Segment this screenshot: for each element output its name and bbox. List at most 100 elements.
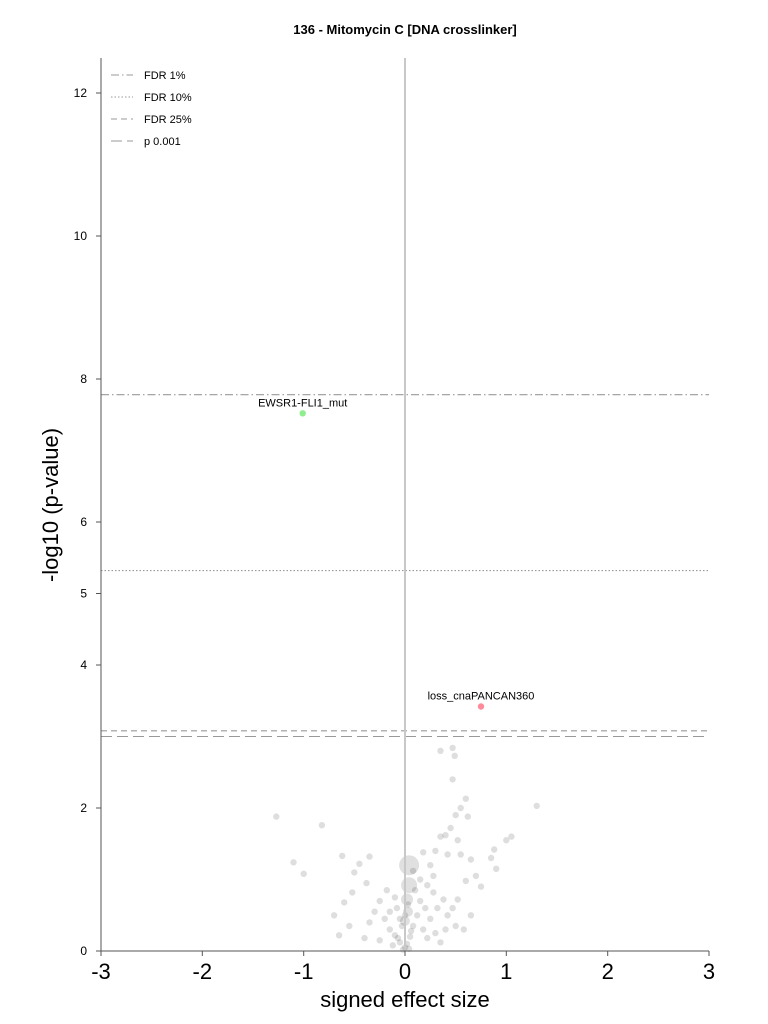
data-point bbox=[341, 899, 348, 906]
data-point bbox=[366, 919, 373, 926]
data-point bbox=[449, 744, 456, 752]
data-point bbox=[462, 877, 469, 885]
y-axis-label: -log10 (p-value) bbox=[38, 428, 63, 582]
point-annotation: loss_cnaPANCAN360 bbox=[428, 691, 535, 703]
legend-label: FDR 1% bbox=[144, 70, 186, 82]
x-tick-label: -3 bbox=[91, 959, 111, 984]
data-point-large bbox=[401, 877, 418, 894]
data-point bbox=[394, 934, 402, 942]
x-tick-label: 1 bbox=[500, 959, 512, 984]
x-axis-ticks: -3 -2 -1 0 1 2 3 bbox=[91, 951, 715, 984]
data-point bbox=[335, 932, 343, 939]
data-point bbox=[424, 882, 431, 889]
data-point bbox=[437, 833, 444, 840]
data-point bbox=[409, 867, 417, 875]
data-points bbox=[273, 744, 540, 953]
data-point bbox=[432, 847, 439, 855]
data-point bbox=[376, 897, 383, 905]
data-point bbox=[290, 859, 297, 866]
data-point bbox=[339, 852, 346, 860]
data-point bbox=[447, 824, 454, 832]
x-tick-label: 2 bbox=[602, 959, 614, 984]
highlighted-point bbox=[299, 410, 306, 417]
data-point bbox=[389, 942, 396, 949]
y-tick-label: 2 bbox=[80, 801, 87, 815]
data-point bbox=[363, 879, 370, 887]
data-point bbox=[386, 926, 393, 933]
x-tick-label: 0 bbox=[399, 959, 411, 984]
chart-title: 136 - Mitomycin C [DNA crosslinker] bbox=[293, 22, 516, 37]
data-point bbox=[442, 926, 449, 933]
data-point bbox=[386, 908, 393, 915]
y-tick-label: 12 bbox=[74, 86, 88, 100]
y-tick-label: 6 bbox=[80, 515, 87, 529]
data-point bbox=[437, 939, 444, 946]
data-point bbox=[396, 915, 404, 922]
y-axis-ticks: 0 2 4 5 6 8 10 12 bbox=[74, 86, 101, 958]
data-point bbox=[430, 889, 437, 896]
data-point bbox=[503, 837, 510, 844]
data-point bbox=[434, 904, 441, 912]
data-point bbox=[414, 912, 421, 919]
data-point bbox=[396, 939, 404, 946]
data-point bbox=[346, 922, 353, 930]
data-point bbox=[464, 813, 471, 820]
highlighted-points: EWSR1-FLI1_mut loss_cnaPANCAN360 bbox=[258, 397, 535, 710]
data-point bbox=[452, 811, 459, 819]
legend-label: FDR 25% bbox=[144, 114, 192, 126]
data-point bbox=[356, 860, 363, 867]
data-point bbox=[398, 922, 406, 930]
data-point bbox=[300, 870, 307, 877]
point-annotation: EWSR1-FLI1_mut bbox=[258, 397, 347, 409]
data-point bbox=[449, 776, 456, 783]
data-point bbox=[432, 929, 439, 937]
data-point bbox=[366, 853, 373, 860]
data-point bbox=[444, 851, 451, 858]
data-point bbox=[449, 904, 456, 912]
data-point bbox=[391, 894, 399, 901]
data-point bbox=[371, 908, 378, 915]
data-point bbox=[491, 846, 498, 853]
x-tick-label: 3 bbox=[703, 959, 715, 984]
data-point bbox=[508, 833, 515, 840]
data-point bbox=[440, 896, 447, 903]
data-point bbox=[457, 851, 464, 858]
legend: FDR 1% FDR 10% FDR 25% p 0.001 bbox=[111, 70, 192, 148]
data-point bbox=[467, 856, 475, 863]
data-point bbox=[376, 937, 383, 944]
data-point bbox=[457, 804, 464, 812]
data-point bbox=[444, 912, 451, 919]
data-point bbox=[437, 747, 444, 754]
data-point bbox=[493, 865, 500, 872]
data-point bbox=[391, 932, 399, 939]
data-point bbox=[349, 889, 356, 896]
data-point bbox=[487, 854, 495, 862]
data-point bbox=[460, 926, 467, 933]
data-point bbox=[417, 876, 424, 883]
data-point bbox=[409, 922, 417, 930]
data-point bbox=[472, 872, 480, 880]
data-point bbox=[407, 927, 415, 935]
data-point bbox=[318, 822, 326, 829]
y-tick-label: 10 bbox=[74, 229, 88, 243]
data-point bbox=[404, 901, 412, 908]
x-tick-label: -2 bbox=[193, 959, 213, 984]
y-tick-label: 4 bbox=[80, 658, 87, 672]
data-point-large bbox=[401, 893, 413, 906]
data-point bbox=[477, 883, 485, 890]
legend-label: FDR 10% bbox=[144, 92, 192, 104]
y-tick-label: 5 bbox=[80, 587, 87, 601]
data-point bbox=[462, 795, 469, 802]
data-point bbox=[424, 934, 431, 942]
data-point bbox=[430, 872, 437, 880]
x-axis-label: signed effect size bbox=[320, 987, 490, 1012]
highlighted-point bbox=[477, 703, 485, 710]
y-tick-label: 0 bbox=[80, 944, 87, 958]
data-point bbox=[451, 752, 458, 759]
data-point-large bbox=[399, 855, 420, 876]
legend-label: p 0.001 bbox=[144, 136, 181, 148]
data-point bbox=[417, 897, 424, 905]
data-point bbox=[533, 802, 540, 810]
data-point bbox=[452, 922, 459, 930]
